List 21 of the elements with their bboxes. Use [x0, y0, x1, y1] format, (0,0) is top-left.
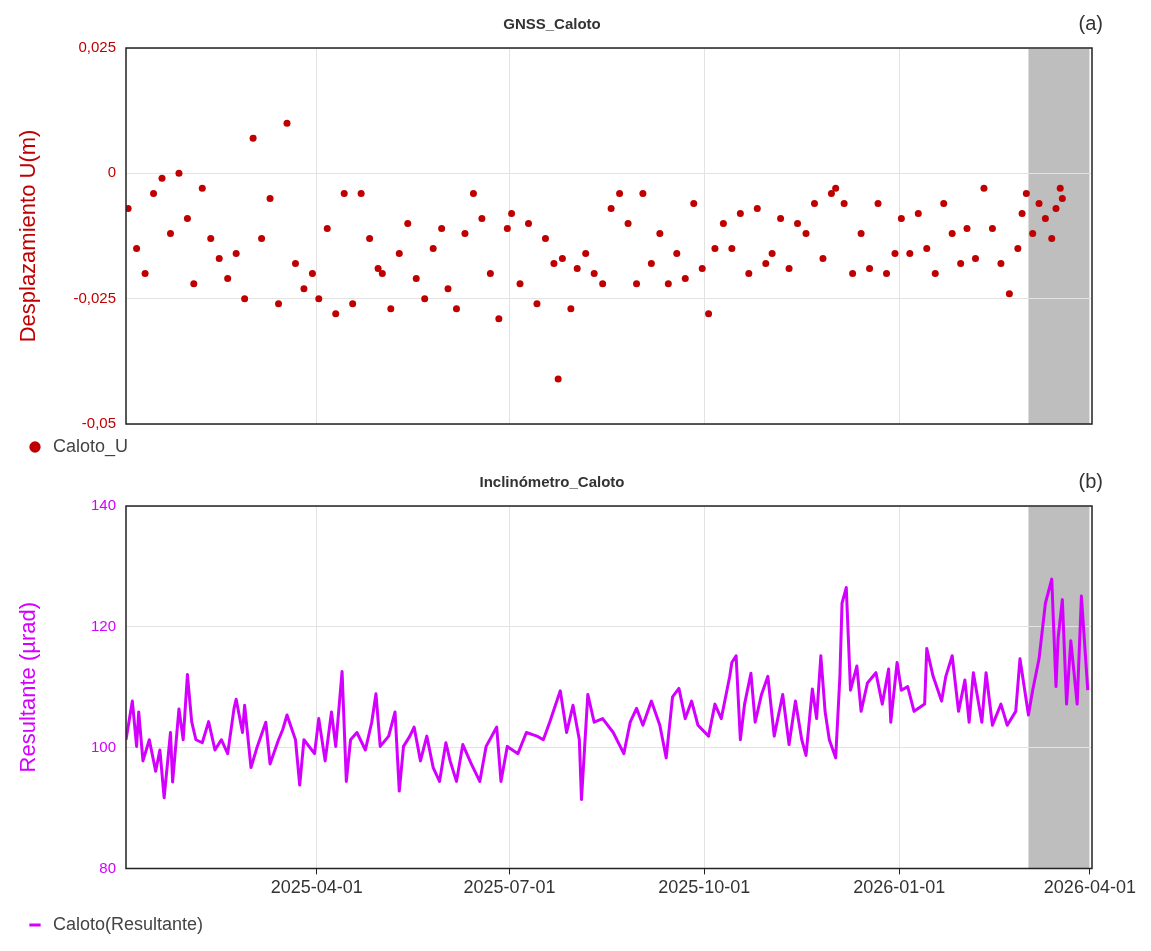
y-axis-title: Desplazamiento U(m) [15, 129, 41, 343]
y-tick-label: 0,025 [78, 38, 116, 56]
x-tick-label: 2026-01-01 [853, 877, 946, 898]
x-tick-label: 2025-04-01 [270, 877, 363, 898]
y-tick-label: -0,05 [81, 414, 116, 432]
y-tick-label: 120 [90, 616, 116, 634]
legend-label: Caloto_U [53, 435, 129, 457]
text: (b) [1078, 469, 1103, 492]
x-tick-label: 2025-10-01 [658, 877, 751, 898]
chart-title: GNSS_Caloto [503, 15, 601, 33]
legend-label: Caloto(Resultante) [53, 913, 204, 934]
x-tick-label: 2026-04-01 [1043, 877, 1136, 898]
y-tick-label: 80 [99, 858, 116, 876]
y-tick-label: 0 [107, 163, 116, 181]
y-tick-label: 100 [90, 737, 116, 755]
y-tick-label: 140 [90, 496, 116, 514]
y-axis-title: Resultante (µrad) [15, 601, 41, 773]
text: (a) [1078, 11, 1103, 34]
y-tick-label: -0,025 [73, 288, 116, 306]
x-tick-label: 2025-07-01 [463, 877, 556, 898]
chart-title: Inclinómetro_Caloto [479, 473, 625, 491]
